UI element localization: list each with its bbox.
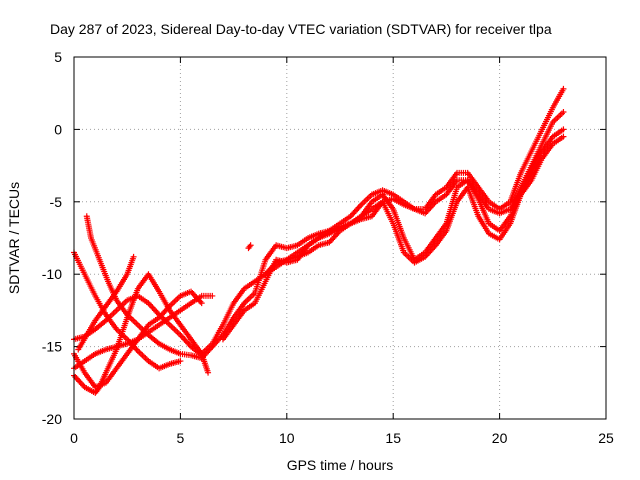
plot-frame <box>73 56 607 420</box>
data-point <box>209 292 216 299</box>
data-point <box>177 358 184 365</box>
data-point <box>246 243 253 250</box>
y-tick-label: -5 <box>50 194 63 210</box>
series-track-12 <box>245 242 254 252</box>
y-tick-label: -10 <box>42 266 62 282</box>
series-track-6 <box>71 271 212 396</box>
y-tick-label: 0 <box>54 121 62 137</box>
y-tick-label: -15 <box>42 339 62 355</box>
data-point <box>198 300 205 307</box>
y-axis-label: SDTVAR / TECUs <box>6 182 22 294</box>
series-track-8 <box>198 109 567 357</box>
x-tick-label: 20 <box>492 430 508 446</box>
x-axis-label: GPS time / hours <box>287 457 394 473</box>
data-point <box>560 126 567 133</box>
data-point <box>560 133 567 140</box>
series-track-7 <box>75 253 137 353</box>
y-tick-label: 5 <box>54 49 62 65</box>
series-track-11 <box>262 133 567 278</box>
data-series <box>71 85 567 396</box>
x-tick-label: 10 <box>279 430 295 446</box>
x-tick-label: 5 <box>177 430 185 446</box>
x-tick-label: 15 <box>385 430 401 446</box>
x-tick-label: 0 <box>70 430 78 446</box>
x-tick-label: 25 <box>598 430 614 446</box>
series-track-5 <box>71 288 205 391</box>
tick-labels: 0 5 10 15 20 25 -20 -15 -10 -5 0 5 <box>42 49 614 446</box>
data-point <box>560 85 567 92</box>
chart-title: Day 287 of 2023, Sidereal Day-to-day VTE… <box>50 21 552 37</box>
data-point <box>247 242 254 249</box>
data-point <box>130 253 137 260</box>
series-track-3 <box>83 213 216 362</box>
y-tick-label: -20 <box>42 411 62 427</box>
data-point <box>560 109 567 116</box>
data-point <box>205 369 212 376</box>
